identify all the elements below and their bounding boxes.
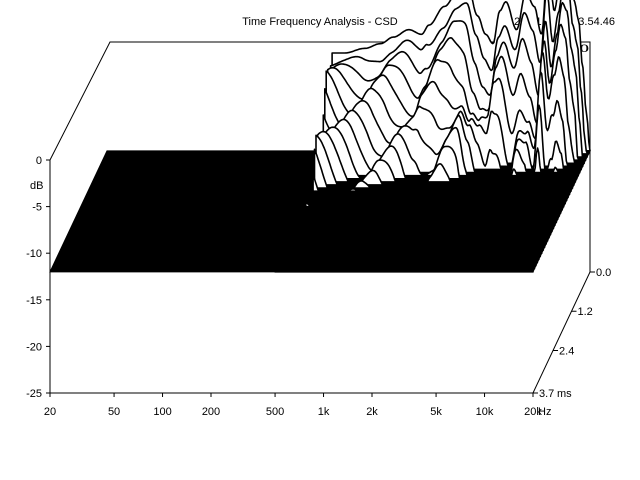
- x-tick-label: 20k: [524, 406, 542, 418]
- x-tick-label: 200: [202, 406, 220, 418]
- z-tick-label: 0.0: [596, 267, 611, 279]
- z-tick-label: 2.4: [559, 345, 574, 357]
- x-tick-label: 5k: [430, 406, 442, 418]
- y-tick-label: -25: [26, 388, 42, 400]
- csd-slice: [313, 148, 574, 189]
- y-tick-label: -20: [26, 341, 42, 353]
- waterfall-slices-layer: [274, 0, 591, 273]
- z-tick-label: 3.7: [539, 388, 554, 400]
- chart-title: Time Frequency Analysis - CSD: [242, 16, 398, 28]
- y-tick-label: -5: [32, 202, 42, 214]
- back-frame: [49, 41, 591, 272]
- y-tick-label: -15: [26, 295, 42, 307]
- x-axis-unit: Hz: [538, 406, 551, 418]
- z-tick-label: 1.2: [578, 306, 593, 318]
- csd-slice: [304, 201, 565, 208]
- x-tick-label: 10k: [476, 406, 494, 418]
- x-tick-label: 20: [44, 406, 56, 418]
- x-tick-label: 100: [153, 406, 171, 418]
- y-axis-label: dB: [30, 180, 43, 192]
- x-tick-label: 1k: [318, 406, 330, 418]
- y-tick-label: -10: [26, 248, 42, 260]
- csd-slice: [306, 202, 566, 205]
- x-tick-label: 50: [108, 406, 120, 418]
- csd-slice: [312, 173, 572, 192]
- x-tick-label: 500: [266, 406, 284, 418]
- x-tick-label: 2k: [366, 406, 378, 418]
- z-axis-unit: ms: [557, 388, 572, 400]
- y-tick-label: 0: [36, 155, 42, 167]
- z-axis-line: [532, 271, 591, 394]
